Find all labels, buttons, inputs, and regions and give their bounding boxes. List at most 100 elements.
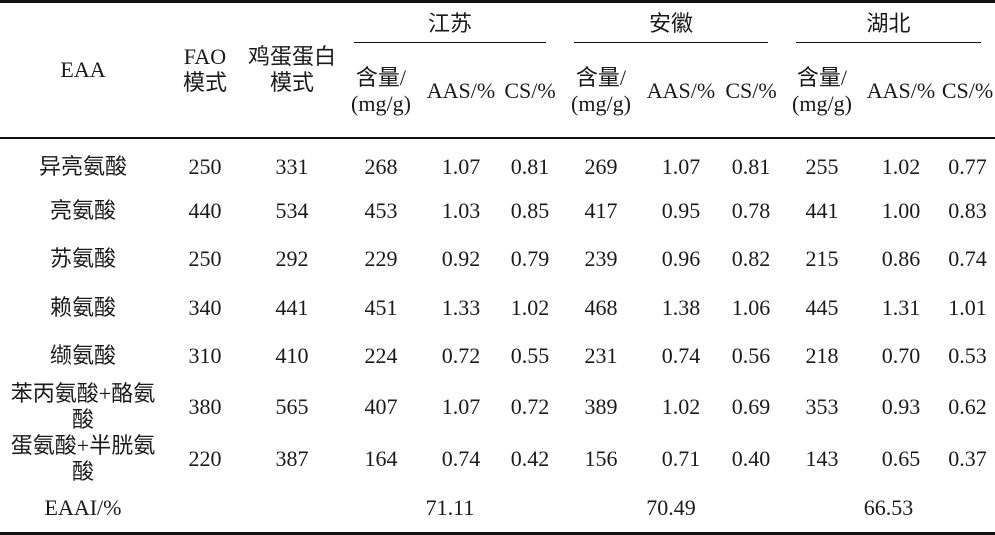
row-name: 蛋氨酸+半胱氨酸 [10, 432, 156, 484]
cell-ah-cs: 0.69 [731, 393, 771, 419]
row-name: 苯丙氨酸+酪氨酸 [10, 380, 156, 432]
cell-hb-cs: 1.01 [948, 294, 987, 320]
cell-js-content: 229 [364, 246, 398, 272]
cell-ah-cs: 0.78 [731, 197, 771, 223]
cell-js-content: 224 [364, 343, 398, 369]
cell-ah-content: 389 [584, 393, 618, 419]
cell-js-cs: 0.72 [510, 393, 550, 419]
cell-hb-cs: 0.53 [948, 343, 987, 369]
cell-js-content: 164 [364, 445, 398, 471]
header-province-jiangsu-label: 江苏 [427, 11, 472, 36]
header-eaa: EAA [0, 1, 166, 139]
eaai-row: EAAI/% 71.11 70.49 66.53 [0, 485, 995, 534]
cell-js-cs: 0.79 [510, 246, 550, 272]
cell-ah-content: 156 [584, 445, 618, 471]
sub-cs: CS/% [725, 78, 777, 103]
cell-hb-content: 445 [805, 294, 839, 320]
cell-ah-content: 239 [584, 246, 618, 272]
header-province-hubei: 湖北 [782, 2, 995, 46]
sub-aas: AAS/% [426, 78, 496, 103]
eaai-empty [166, 485, 340, 534]
cell-js-aas: 1.03 [441, 197, 481, 223]
cell-fao: 340 [188, 294, 222, 320]
cell-js-content: 407 [364, 393, 398, 419]
cell-ah-content: 468 [584, 294, 618, 320]
cell-egg: 565 [275, 393, 309, 419]
cell-ah-aas: 1.38 [661, 294, 701, 320]
cell-js-cs: 1.02 [510, 294, 550, 320]
cell-hb-content: 218 [805, 343, 839, 369]
row-name: 苏氨酸 [49, 246, 116, 272]
cell-js-aas: 0.72 [441, 343, 481, 369]
cell-js-cs: 0.81 [510, 153, 550, 179]
sub-content-line1: 含量/ [575, 65, 627, 90]
header-province-anhui-label: 安徽 [648, 11, 693, 36]
table-row: 亮氨酸 440 534 453 1.03 0.85 417 0.95 0.78 … [0, 187, 995, 236]
cell-ah-cs: 0.81 [731, 153, 771, 179]
table-row: 缬氨酸 310 410 224 0.72 0.55 231 0.74 0.56 … [0, 332, 995, 381]
cell-egg: 387 [275, 445, 309, 471]
province-underline [796, 42, 981, 43]
cell-ah-content: 417 [584, 197, 618, 223]
sub-cs: CS/% [504, 78, 556, 103]
cell-ah-aas: 0.74 [661, 343, 701, 369]
cell-hb-aas: 0.70 [881, 343, 921, 369]
sub-content-line1: 含量/ [796, 65, 848, 90]
cell-js-content: 451 [364, 294, 398, 320]
cell-fao: 440 [188, 197, 222, 223]
cell-ah-content: 269 [584, 153, 618, 179]
cell-ah-cs: 0.56 [731, 343, 771, 369]
cell-hb-aas: 1.00 [881, 197, 921, 223]
cell-hb-aas: 0.93 [881, 393, 921, 419]
table-row: 苯丙氨酸+酪氨酸 380 565 407 1.07 0.72 389 1.02 … [0, 381, 995, 433]
header-fao-line1: FAO [183, 44, 227, 69]
cell-ah-aas: 0.96 [661, 246, 701, 272]
cell-ah-aas: 1.02 [661, 393, 701, 419]
row-name: 赖氨酸 [49, 294, 116, 320]
header-egg-line1: 鸡蛋蛋白 [247, 44, 336, 69]
cell-hb-cs: 0.83 [948, 197, 987, 223]
cell-js-aas: 1.07 [441, 393, 481, 419]
header-province-jiangsu: 江苏 [340, 2, 560, 46]
cell-hb-aas: 1.02 [881, 153, 921, 179]
cell-egg: 331 [275, 153, 309, 179]
cell-js-aas: 1.33 [441, 294, 481, 320]
table-row: 蛋氨酸+半胱氨酸 220 387 164 0.74 0.42 156 0.71 … [0, 433, 995, 485]
cell-ah-aas: 1.07 [661, 153, 701, 179]
sub-aas: AAS/% [866, 78, 936, 103]
cell-ah-content: 231 [584, 343, 618, 369]
cell-fao: 250 [188, 246, 222, 272]
cell-hb-aas: 1.31 [881, 294, 921, 320]
header-province-hubei-label: 湖北 [866, 11, 911, 36]
cell-egg: 410 [275, 343, 309, 369]
eaai-value-anhui: 70.49 [646, 495, 696, 520]
cell-hb-content: 215 [805, 246, 839, 272]
row-name: 亮氨酸 [49, 197, 116, 223]
row-name: 缬氨酸 [49, 343, 116, 369]
table-row: 赖氨酸 340 441 451 1.33 1.02 468 1.38 1.06 … [0, 284, 995, 333]
sub-content: 含量/(mg/g) [782, 45, 862, 138]
cell-js-content: 268 [364, 153, 398, 179]
cell-js-aas: 1.07 [441, 153, 481, 179]
cell-hb-content: 353 [805, 393, 839, 419]
cell-ah-aas: 0.71 [661, 445, 701, 471]
cell-js-cs: 0.55 [510, 343, 550, 369]
cell-fao: 220 [188, 445, 222, 471]
cell-hb-cs: 0.62 [948, 393, 987, 419]
cell-js-aas: 0.92 [441, 246, 481, 272]
sub-content-line1: 含量/ [355, 65, 407, 90]
cell-fao: 380 [188, 393, 222, 419]
cell-ah-cs: 0.82 [731, 246, 771, 272]
header-row-1: EAA FAO 模式 鸡蛋蛋白 模式 江苏 安徽 湖北 [0, 1, 995, 139]
cell-hb-content: 143 [805, 445, 839, 471]
sub-content-line2: (mg/g) [571, 91, 631, 116]
cell-js-content: 453 [364, 197, 398, 223]
table-row: 苏氨酸 250 292 229 0.92 0.79 239 0.96 0.82 … [0, 235, 995, 284]
province-underline [574, 42, 768, 43]
eaai-label: EAAI/% [44, 495, 122, 520]
cell-egg: 292 [275, 246, 309, 272]
sub-content: 含量/(mg/g) [560, 45, 642, 138]
eaai-value-hubei: 66.53 [863, 495, 914, 520]
